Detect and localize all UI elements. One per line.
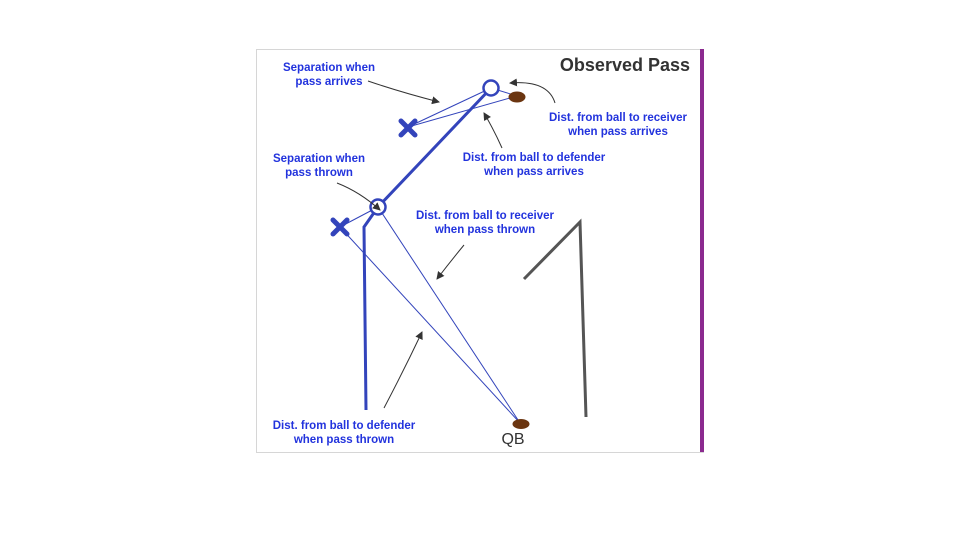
annotation-arrow [367,80,440,105]
annotation-arrow [509,78,556,104]
ball-to-defender-arrives-line [407,95,518,128]
label-ball-defender-thrown: when pass thrown [293,434,394,446]
label-separation-thrown: pass thrown [285,167,353,179]
panel-accent-bar [700,49,704,452]
football-icon [512,419,530,429]
circle-marker-icon [369,198,387,216]
annotation-arrow [336,182,381,211]
receiver-route [362,86,493,411]
annotation-arrow [383,331,423,409]
label-separation-arrives: Separation when [283,62,375,74]
other-receiver-route [522,218,588,418]
label-ball-receiver-arrives: Dist. from ball to receiver [549,112,688,124]
label-ball-defender-arrives: when pass arrives [483,166,584,178]
diagram-title: Observed Pass [560,55,690,75]
label-separation-thrown: Separation when [273,153,365,165]
annotation-arrow [483,112,503,149]
x-marker-icon [330,217,350,237]
diagram-panel [256,49,704,453]
label-ball-receiver-arrives: when pass arrives [567,126,668,138]
separation-arrives-line [407,87,492,128]
circle-marker-icon [482,79,500,97]
football-icon [508,91,526,103]
label-ball-defender-arrives: Dist. from ball to defender [463,152,606,164]
label-ball-defender-thrown: Dist. from ball to defender [273,420,416,432]
x-marker-icon [398,118,418,138]
ball-to-receiver-thrown-line [377,206,521,424]
annotation-arrow [436,244,465,280]
label-ball-receiver-thrown: Dist. from ball to receiver [416,210,555,222]
label-separation-arrives: pass arrives [295,76,362,88]
label-ball-receiver-thrown: when pass thrown [434,224,535,236]
qb-label: QB [501,431,524,448]
ball-to-defender-thrown-line [339,226,521,424]
